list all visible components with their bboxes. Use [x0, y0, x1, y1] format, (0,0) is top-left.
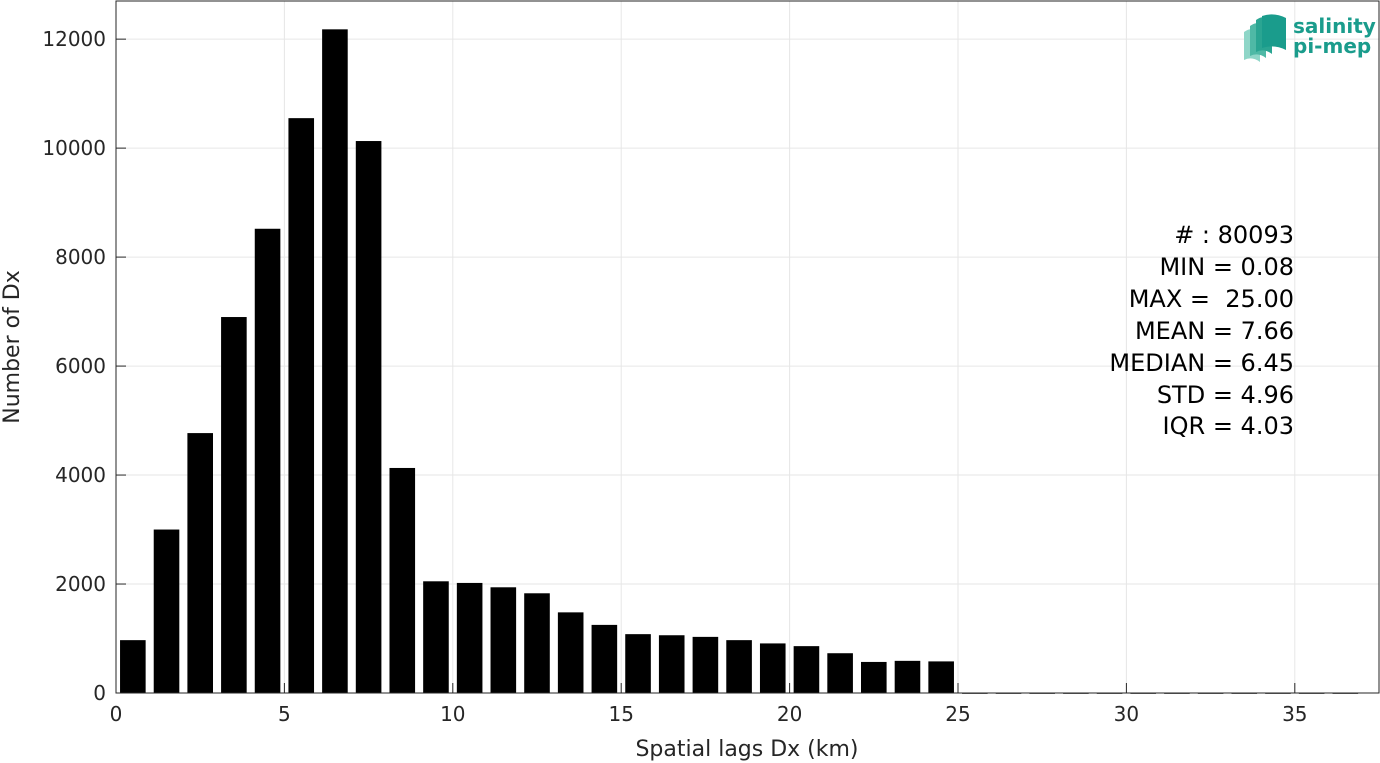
stat-median: MEDIAN = 6.45: [1109, 349, 1294, 377]
histogram-bar: [389, 467, 416, 693]
x-tick-label: 0: [110, 702, 123, 726]
histogram-bar: [187, 433, 213, 693]
histogram-bar: [524, 593, 550, 693]
y-tick-label: 0: [93, 681, 106, 705]
histogram-bar: [254, 228, 281, 694]
y-tick-label: 8000: [55, 245, 106, 269]
histogram-bar: [658, 635, 685, 693]
stat-std: STD = 4.96: [1157, 381, 1294, 409]
histogram-bar: [355, 141, 382, 693]
x-tick-label: 20: [777, 702, 802, 726]
stat-min: MIN = 0.08: [1159, 253, 1294, 281]
histogram-bar: [793, 646, 820, 693]
y-tick-label: 6000: [55, 354, 106, 378]
histogram-bar: [423, 581, 449, 693]
logo-line2: pi-mep: [1293, 34, 1371, 58]
y-tick-label: 2000: [55, 572, 106, 596]
stat-mean: MEAN = 7.66: [1135, 317, 1294, 345]
histogram-bar: [759, 643, 786, 693]
logo-line1: salinity: [1293, 14, 1376, 38]
x-tick-label: 15: [608, 702, 633, 726]
x-tick-label: 30: [1114, 702, 1139, 726]
x-ticks: 0 5 10 15 20 25 30 35: [110, 683, 1308, 726]
wave-layers-icon: [1244, 14, 1286, 62]
bars: [120, 29, 1359, 694]
histogram-bar: [827, 653, 853, 693]
histogram-bar: [625, 634, 651, 693]
histogram-bar: [490, 587, 517, 693]
histogram-bar: [153, 529, 180, 693]
histogram-bar: [288, 118, 315, 694]
stat-iqr: IQR = 4.03: [1163, 412, 1294, 440]
x-tick-label: 35: [1282, 702, 1307, 726]
statistics-box: # : 80093 MIN = 0.08 MAX = 25.00 MEAN = …: [1109, 221, 1294, 440]
y-tick-label: 10000: [42, 136, 106, 160]
x-axis-label: Spatial lags Dx (km): [635, 737, 858, 762]
y-axis-label: Number of Dx: [0, 270, 25, 424]
x-tick-label: 25: [945, 702, 970, 726]
y-ticks: 0 2000 4000 6000 8000 10000 12000: [42, 27, 126, 705]
stat-max: MAX = 25.00: [1129, 285, 1294, 313]
histogram-bar: [557, 612, 584, 693]
histogram-bar: [221, 317, 247, 693]
stat-count: # : 80093: [1174, 221, 1294, 249]
histogram-bar: [928, 661, 954, 693]
y-tick-label: 12000: [42, 27, 106, 51]
histogram-bar: [861, 661, 887, 693]
histogram-bar: [894, 660, 921, 693]
histogram-bar: [456, 582, 483, 693]
histogram-bar: [726, 640, 752, 693]
histogram-bar: [692, 636, 719, 693]
histogram-bar: [591, 624, 618, 693]
x-tick-label: 10: [440, 702, 465, 726]
histogram-bar: [120, 640, 146, 693]
salinity-pi-mep-logo: salinity pi-mep: [1244, 14, 1376, 62]
y-tick-label: 4000: [55, 463, 106, 487]
plot-frame: [115, 0, 1380, 694]
x-tick-label: 5: [278, 702, 291, 726]
histogram-bar: [322, 29, 348, 693]
